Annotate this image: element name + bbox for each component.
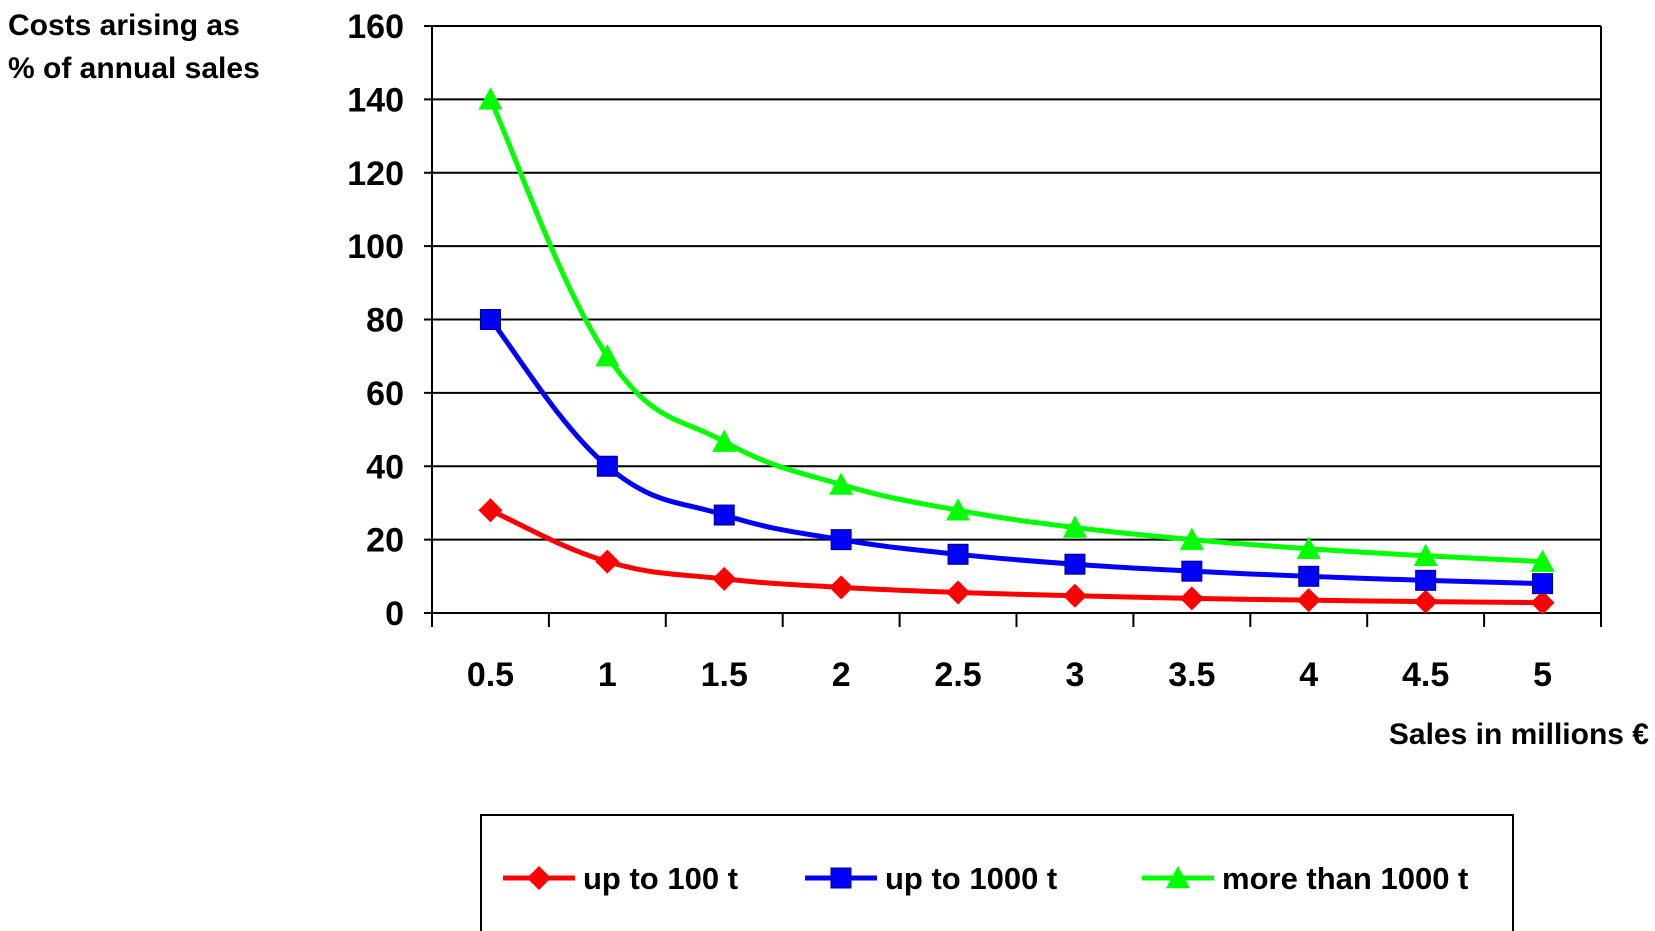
x-tick-label: 2 <box>832 656 851 694</box>
data-point-square <box>713 504 735 526</box>
data-point-diamond <box>1179 586 1204 611</box>
data-point-square <box>1181 560 1203 582</box>
x-tick-label: 3 <box>1065 656 1084 694</box>
data-point-triangle <box>829 472 854 495</box>
legend-marker-square <box>830 867 852 889</box>
x-tick-label: 4 <box>1299 656 1318 694</box>
data-point-square <box>1415 569 1437 591</box>
series-1 <box>478 498 1555 615</box>
legend-box <box>480 814 1514 931</box>
data-point-square <box>1298 565 1320 587</box>
y-tick-label: 20 <box>366 522 404 560</box>
y-tick-label: 0 <box>385 595 404 633</box>
x-tick-label: 2.5 <box>934 656 981 694</box>
data-point-triangle <box>1062 515 1087 538</box>
legend-label: up to 100 t <box>583 861 738 896</box>
legend-marker-diamond <box>527 866 551 890</box>
x-tick-label: 1 <box>598 656 617 694</box>
data-point-square <box>1532 573 1554 595</box>
y-tick-label: 160 <box>347 8 404 46</box>
data-point-triangle <box>946 498 971 521</box>
x-tick-label: 4.5 <box>1402 656 1449 694</box>
data-point-square <box>830 529 852 551</box>
y-tick-label: 80 <box>366 302 404 340</box>
data-point-diamond <box>946 580 971 605</box>
data-point-diamond <box>1530 590 1555 615</box>
data-point-triangle <box>595 344 620 367</box>
series-line <box>487 96 1546 565</box>
y-tick-label: 40 <box>366 448 404 486</box>
data-point-diamond <box>829 575 854 600</box>
x-tick-label: 5 <box>1533 656 1552 694</box>
data-point-diamond <box>478 498 503 523</box>
legend-item-2: up to 1000 t <box>805 861 1057 896</box>
data-point-triangle <box>1530 549 1555 572</box>
data-point-triangle <box>1413 543 1438 566</box>
legend-item-3: more than 1000 t <box>1142 861 1468 896</box>
y-tick-label: 60 <box>366 375 404 413</box>
data-point-triangle <box>1296 536 1321 559</box>
data-point-diamond <box>1413 589 1438 614</box>
data-point-diamond <box>595 549 620 574</box>
y-axis-title-line-1: Costs arising as <box>8 9 240 42</box>
legend: up to 100 t up to 1000 t more than 1000 t <box>480 814 1514 931</box>
data-point-triangle <box>1179 527 1204 550</box>
data-point-triangle <box>712 429 737 452</box>
gridlines <box>432 25 1601 541</box>
series-line <box>487 317 1546 587</box>
series-3 <box>478 87 1555 572</box>
data-point-square <box>596 455 618 477</box>
data-point-square <box>479 309 501 330</box>
y-tick-label: 140 <box>347 81 404 119</box>
data-point-diamond <box>1296 588 1321 613</box>
y-axis-title-line-2: % of annual sales <box>8 52 260 85</box>
axes <box>424 25 1602 627</box>
legend-label: up to 1000 t <box>885 861 1057 896</box>
data-point-square <box>1064 553 1086 575</box>
y-tick-labels: 0 20 40 60 80 100 120 140 160 <box>347 8 404 633</box>
legend-marker-triangle <box>1166 866 1190 889</box>
data-point-square <box>947 543 969 565</box>
series-2 <box>479 309 1554 595</box>
series-lines <box>478 87 1555 615</box>
x-tick-label: 3.5 <box>1168 656 1215 694</box>
data-point-triangle <box>478 87 503 110</box>
x-tick-labels: 0.5 1 1.5 2 2.5 3 3.5 4 4.5 5 <box>467 656 1552 694</box>
x-axis-title: Sales in millions € <box>1389 718 1649 751</box>
data-point-diamond <box>712 566 737 591</box>
y-tick-label: 120 <box>347 155 404 193</box>
x-tick-label: 1.5 <box>701 656 748 694</box>
data-point-diamond <box>1062 583 1087 608</box>
legend-label: more than 1000 t <box>1222 861 1468 896</box>
x-tick-label: 0.5 <box>467 656 514 694</box>
legend-item-1: up to 100 t <box>503 861 738 896</box>
y-tick-label: 100 <box>347 228 404 266</box>
series-line <box>487 507 1546 606</box>
